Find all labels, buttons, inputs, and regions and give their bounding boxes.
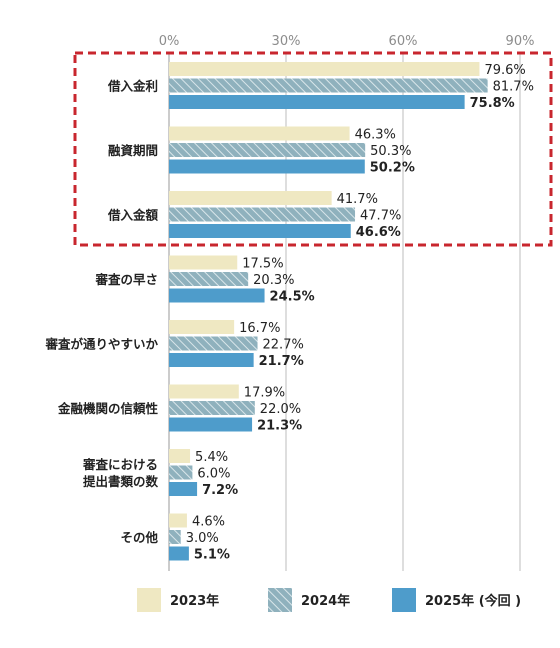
legend-swatch [392,588,416,612]
data-label: 4.6% [192,515,225,530]
data-label: 79.6% [484,63,525,78]
data-label: 75.8% [470,96,515,111]
category-label: 借入金利 [107,79,158,94]
legend-swatch [137,588,161,612]
data-label: 6.0% [197,467,230,482]
category-label: 提出書類の数 [83,474,159,489]
bar [169,224,351,238]
bar [169,272,249,286]
category-label: 審査における [82,457,158,472]
bar [169,159,365,174]
data-label: 47.7% [360,209,401,224]
x-tick-label: 30% [272,34,301,49]
bar [169,126,350,141]
bar [169,530,181,544]
data-label: 81.7% [493,80,534,95]
data-label: 50.3% [370,144,411,159]
data-label: 17.5% [242,257,283,272]
bar [169,62,480,76]
data-label: 21.3% [257,419,302,434]
data-label: 22.0% [260,402,301,417]
legend-swatch [268,588,292,612]
data-label: 41.7% [337,192,378,207]
data-label: 46.6% [356,225,401,240]
highlight-box [73,51,553,247]
bar [169,207,356,222]
bar [169,78,488,93]
data-label: 16.7% [239,321,280,336]
bar [169,546,189,561]
bar [169,417,253,432]
bar [169,320,235,334]
category-label: その他 [120,530,158,545]
data-label: 3.0% [186,531,219,546]
bar [169,513,187,528]
legend-label: 2023年 [170,593,219,609]
data-label: 46.3% [355,128,396,143]
data-label: 20.3% [253,273,294,288]
data-label: 24.5% [270,290,315,305]
bar [169,401,255,415]
category-label: 融資期間 [108,143,158,158]
x-tick-label: 0% [159,34,180,49]
category-label: 借入金額 [107,208,159,223]
bar [169,482,198,496]
bar [169,255,238,270]
value-labels: 79.6% 81.7%75.8% 46.3%50.3% 50.2% 41.7% 47.7%… [186,63,534,563]
category-label: 審査が通りやすいか [44,337,158,352]
data-label: 7.2% [202,483,238,498]
bar [169,449,191,463]
bar [169,384,239,399]
bar [169,353,254,367]
bar [169,465,193,480]
bar [169,143,366,157]
data-label: 22.7% [263,338,304,353]
category-label: 審査の早さ [94,272,158,287]
bar [169,288,265,303]
bar [169,95,465,109]
legend-label: 2025年 (今回 ) [425,593,521,609]
x-axis-ticks: 0% 30% 60% 90% [159,34,535,49]
bar [169,336,258,351]
data-label: 5.1% [194,548,230,563]
data-label: 21.7% [259,354,304,369]
data-label: 5.4% [195,450,228,465]
data-label: 17.9% [244,386,285,401]
legend-label: 2024年 [301,593,350,609]
legend: 2023年 2024年 2025年 (今回 ) [137,588,521,612]
category-labels: 借入金利融資期間借入金額審査の早さ審査が通りやすいか金融機関の信頼性審査における… [44,79,158,546]
data-label: 50.2% [370,161,415,176]
highlight-frame [73,51,553,247]
bar [169,191,332,205]
x-tick-label: 90% [506,34,535,49]
category-label: 金融機関の信頼性 [57,401,159,416]
bars [169,62,488,561]
x-tick-label: 60% [389,34,418,49]
